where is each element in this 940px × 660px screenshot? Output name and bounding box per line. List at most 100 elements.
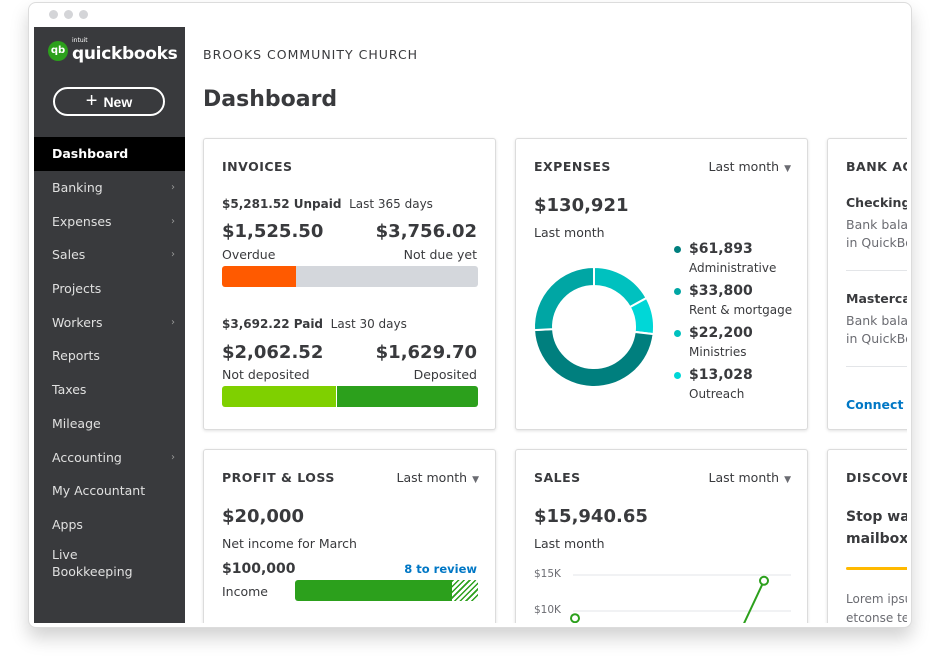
sidebar-item-label: Mileage [52, 415, 101, 431]
checking-name[interactable]: Checking [846, 195, 907, 210]
sidebar-item-label: Accounting [52, 449, 122, 465]
sidebar-item-workers[interactable]: Workers › [34, 305, 185, 339]
company-name: BROOKS COMMUNITY CHURCH [203, 47, 419, 62]
review-link[interactable]: 8 to review [404, 562, 477, 576]
legend-item: $13,028 Outreach [674, 367, 792, 401]
sidebar-item-dashboard[interactable]: Dashboard [34, 137, 185, 171]
caret-down-icon: ▼ [784, 164, 791, 174]
category-label: Ministries [689, 345, 747, 359]
income-bar[interactable] [295, 580, 478, 601]
sales-total-label: Last month [534, 536, 605, 551]
sidebar-item-projects[interactable]: Projects [34, 272, 185, 306]
legend-item: $33,800 Rent & mortgage [674, 283, 792, 317]
qb-logo-icon: qb [48, 40, 68, 61]
chevron-right-icon: › [171, 215, 175, 227]
notdue-amount: $3,756.02 [375, 221, 477, 242]
sidebar-item-label: Banking [52, 180, 103, 196]
sidebar-item-label: My Accountant [52, 483, 146, 499]
category-amount: $33,800 [689, 283, 753, 299]
sales-card[interactable]: SALES Last month ▼ $15,940.65 Last month … [515, 449, 808, 623]
legend-dot [674, 245, 681, 253]
sidebar-item-expenses[interactable]: Expenses › [34, 204, 185, 238]
sidebar-item-label: Sales [52, 247, 86, 263]
income-bar-fill [295, 580, 453, 601]
invoices-card[interactable]: INVOICES $5,281.52 Unpaid Last 365 days … [203, 138, 496, 430]
discover-headline-line2[interactable]: mailbox [846, 531, 907, 547]
legend-item: $61,893 Administrative [674, 241, 792, 275]
overdue-amount: $1,525.50 [222, 221, 324, 242]
close-dot[interactable] [49, 10, 58, 19]
income-amount: $100,000 [222, 561, 296, 577]
quickbooks-logo[interactable]: qb intuit quickbooks [48, 37, 178, 63]
sidebar-item-taxes[interactable]: Taxes [34, 373, 185, 407]
expenses-card[interactable]: EXPENSES Last month ▼ $130,921 Last month… [515, 138, 808, 430]
minimize-dot[interactable] [64, 10, 73, 19]
paid-bar[interactable] [222, 386, 478, 407]
mastercard-balance-label: Bank balar [846, 313, 907, 328]
sidebar-item-apps[interactable]: Apps [34, 508, 185, 542]
income-label: Income [222, 584, 268, 599]
expenses-total: $130,921 [534, 195, 629, 216]
deposited-bar-segment[interactable] [337, 386, 478, 407]
sidebar-nav: Dashboard Banking › Expenses › Sales › Projects… [34, 137, 185, 585]
overdue-bar-segment[interactable] [222, 266, 297, 287]
pl-period-dropdown[interactable]: Last month ▼ [396, 470, 479, 485]
sales-line-chart[interactable] [516, 450, 808, 623]
notdue-label: Not due yet [403, 247, 477, 262]
plus-icon: + [85, 90, 98, 112]
category-amount: $61,893 [689, 241, 753, 257]
chevron-right-icon: › [171, 182, 175, 194]
donut-slice-ministries[interactable] [593, 265, 648, 309]
sidebar-item-reports[interactable]: Reports [34, 339, 185, 373]
checking-balance-label: Bank balar [846, 217, 907, 232]
intuit-text: intuit [72, 37, 88, 44]
mastercard-name[interactable]: Mastercard [846, 291, 907, 306]
bank-accounts-card[interactable]: BANK AC Checking Bank balar in QuickBo M… [827, 138, 907, 430]
divider [846, 270, 907, 271]
notdue-bar-segment[interactable] [296, 266, 478, 287]
unpaid-bar[interactable] [222, 266, 478, 287]
discover-accent-bar [846, 567, 907, 570]
notdeposited-amount: $2,062.52 [222, 342, 324, 363]
sidebar-item-label: Taxes [52, 382, 87, 398]
sales-period-dropdown[interactable]: Last month ▼ [708, 470, 791, 485]
sidebar-item-label: Workers [52, 314, 103, 330]
sidebar-item-banking[interactable]: Banking › [34, 171, 185, 205]
legend-item: $22,200 Ministries [674, 325, 792, 359]
unpaid-summary: $5,281.52 Unpaid Last 365 days [222, 197, 433, 211]
chevron-right-icon: › [171, 451, 175, 463]
expenses-donut-chart[interactable] [532, 265, 656, 389]
new-button[interactable]: + New [53, 87, 165, 116]
discover-card[interactable]: DISCOVE Stop wait mailbox Lorem ipsu etc… [827, 449, 907, 623]
category-amount: $13,028 [689, 367, 753, 383]
donut-slice-administrative[interactable] [533, 328, 655, 388]
sidebar-item-label: Projects [52, 281, 102, 297]
profit-loss-card[interactable]: PROFIT & LOSS Last month ▼ $20,000 Net in… [203, 449, 496, 623]
checking-qb-label: in QuickBo [846, 235, 907, 250]
discover-body-line2: etconse te [846, 611, 907, 623]
chevron-right-icon: › [171, 249, 175, 261]
bank-title: BANK AC [846, 159, 907, 174]
sidebar-item-accounting[interactable]: Accounting › [34, 440, 185, 474]
sidebar-item-label: Apps [52, 516, 83, 532]
sidebar-item-my-accountant[interactable]: My Accountant [34, 474, 185, 508]
donut-slice-rent-mortgage[interactable] [533, 265, 595, 332]
category-label: Outreach [689, 387, 745, 401]
income-bar-pending [452, 580, 478, 601]
expenses-period-dropdown[interactable]: Last month ▼ [708, 159, 791, 174]
sidebar-item-mileage[interactable]: Mileage [34, 407, 185, 441]
net-income-amount: $20,000 [222, 506, 304, 527]
sales-point[interactable] [570, 613, 580, 623]
sidebar-item-live-bookkeeping[interactable]: Live Bookkeeping [34, 541, 185, 585]
discover-headline[interactable]: Stop wait [846, 509, 907, 525]
notdeposited-bar-segment[interactable] [222, 386, 338, 407]
sidebar-item-sales[interactable]: Sales › [34, 238, 185, 272]
notdeposited-label: Not deposited [222, 367, 310, 382]
maximize-dot[interactable] [79, 10, 88, 19]
connect-accounts-link[interactable]: Connect ac [846, 397, 907, 412]
divider [846, 366, 907, 367]
category-label: Administrative [689, 261, 777, 275]
sales-point[interactable] [759, 575, 769, 586]
mastercard-qb-label: in QuickBo [846, 331, 907, 346]
expenses-total-label: Last month [534, 225, 605, 240]
